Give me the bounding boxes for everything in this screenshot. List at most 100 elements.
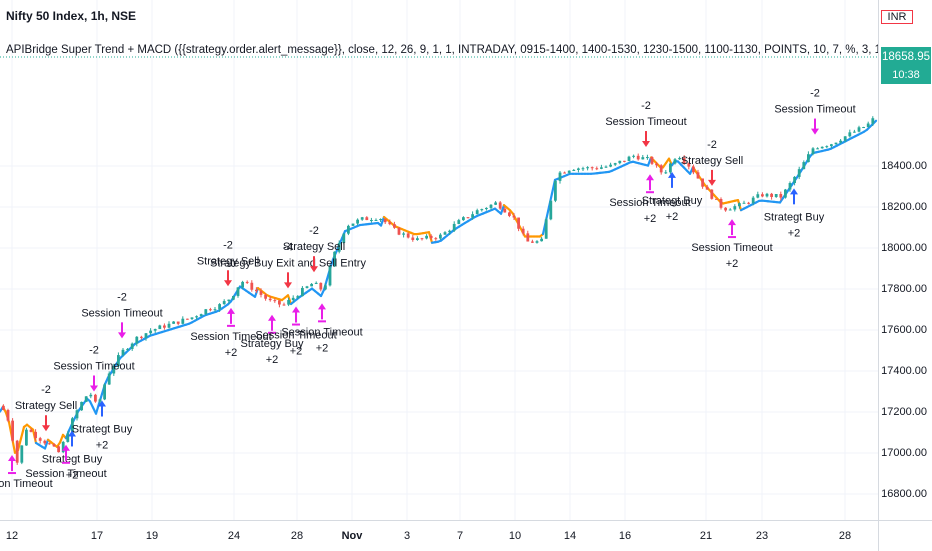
time-tick-label: 28: [839, 530, 851, 542]
axis-corner: [878, 520, 932, 551]
candle-body: [20, 445, 23, 462]
candle-body: [255, 290, 258, 291]
candle-body: [646, 157, 649, 158]
bar-countdown: 10:38: [881, 66, 931, 84]
chart-title: Nifty 50 Index, 1h, NSE: [6, 9, 136, 23]
candle-body: [848, 132, 851, 136]
signal-label: Strategy Sell: [283, 241, 345, 253]
candle-body: [724, 208, 727, 211]
time-tick-label: Nov: [342, 530, 363, 542]
candle-body: [53, 444, 56, 446]
price-tick-label: 17200.00: [881, 406, 927, 418]
candle-body: [480, 209, 483, 210]
candle-body: [743, 203, 746, 204]
candle-body: [595, 168, 598, 169]
price-tick-label: 17000.00: [881, 447, 927, 459]
candle-body: [628, 157, 631, 161]
candle-body: [586, 167, 589, 168]
signal-qty: +2: [316, 342, 329, 354]
candle-body: [352, 224, 355, 226]
candle-body: [540, 239, 543, 241]
candle-body: [301, 288, 304, 296]
candle-body: [816, 148, 819, 149]
signal-arrow-head: [668, 172, 676, 178]
candle-body: [411, 238, 414, 240]
candle-body: [246, 282, 249, 283]
signal-qty: +2: [96, 440, 109, 452]
candle-body: [7, 410, 10, 421]
candle-body: [545, 219, 548, 238]
candle-body: [375, 220, 378, 221]
candle-body: [347, 226, 350, 234]
candle-body: [11, 421, 14, 441]
candle-body: [273, 300, 276, 301]
candle-body: [600, 167, 603, 169]
candle-body: [559, 173, 562, 181]
candle-body: [66, 434, 69, 442]
candle-body: [761, 194, 764, 196]
candle-body: [798, 169, 801, 177]
candle-body: [154, 329, 157, 331]
candle-body: [425, 236, 428, 239]
candle-body: [315, 283, 318, 284]
signal-arrow-head: [8, 455, 16, 461]
candle-body: [536, 241, 539, 243]
supertrend-segment: [381, 217, 384, 226]
signal-label: Session Timeout: [25, 468, 106, 480]
candle-body: [729, 210, 732, 211]
strategy-legend[interactable]: APIBridge Super Trend + MACD ({{strategy…: [6, 44, 878, 56]
signal-qty: +2: [644, 213, 657, 225]
candle-body: [494, 202, 497, 204]
candle-body: [632, 156, 635, 157]
price-tick-label: 17400.00: [881, 365, 927, 377]
candle-body: [264, 295, 267, 299]
signal-arrow-head: [708, 180, 716, 186]
candle-body: [283, 305, 286, 306]
candle-body: [287, 300, 290, 305]
signal-qty: +2: [666, 211, 679, 223]
signal-qty: -2: [810, 88, 820, 100]
candle-body: [237, 287, 240, 296]
candle-body: [30, 430, 33, 432]
signal-label: Strategt Buy: [42, 453, 103, 465]
time-tick-label: 28: [291, 530, 303, 542]
candle-body: [623, 161, 626, 162]
signal-label: Strategy Sell: [15, 400, 77, 412]
signal-arrow-head: [224, 280, 232, 286]
candle-body: [158, 325, 161, 329]
time-tick-label: 7: [457, 530, 463, 542]
candle-body: [402, 233, 405, 234]
candle-body: [99, 399, 102, 401]
candle-body: [770, 194, 773, 197]
candle-body: [209, 309, 212, 310]
candle-body: [715, 199, 718, 200]
supertrend-segment: [60, 435, 63, 443]
candle-body: [319, 283, 322, 290]
candle-body: [108, 373, 111, 384]
candle-body: [591, 167, 594, 168]
candle-body: [25, 430, 28, 446]
candle-body: [453, 224, 456, 231]
candle-body: [163, 325, 166, 327]
candle-body: [789, 183, 792, 190]
candle-body: [844, 136, 847, 140]
candle-body: [296, 296, 299, 298]
candle-body: [503, 209, 506, 213]
candle-body: [775, 194, 778, 197]
candle-body: [784, 190, 787, 198]
signal-label: Session Timeout: [0, 478, 53, 490]
signal-qty: -2: [641, 100, 651, 112]
signal-qty: -2: [223, 239, 233, 251]
currency-label[interactable]: INR: [881, 10, 913, 24]
candle-body: [39, 438, 42, 441]
candle-body: [181, 319, 184, 324]
time-tick-label: 21: [700, 530, 712, 542]
candle-body: [637, 156, 640, 160]
candle-body: [747, 203, 750, 204]
candle-body: [549, 201, 552, 220]
candle-body: [278, 300, 281, 304]
